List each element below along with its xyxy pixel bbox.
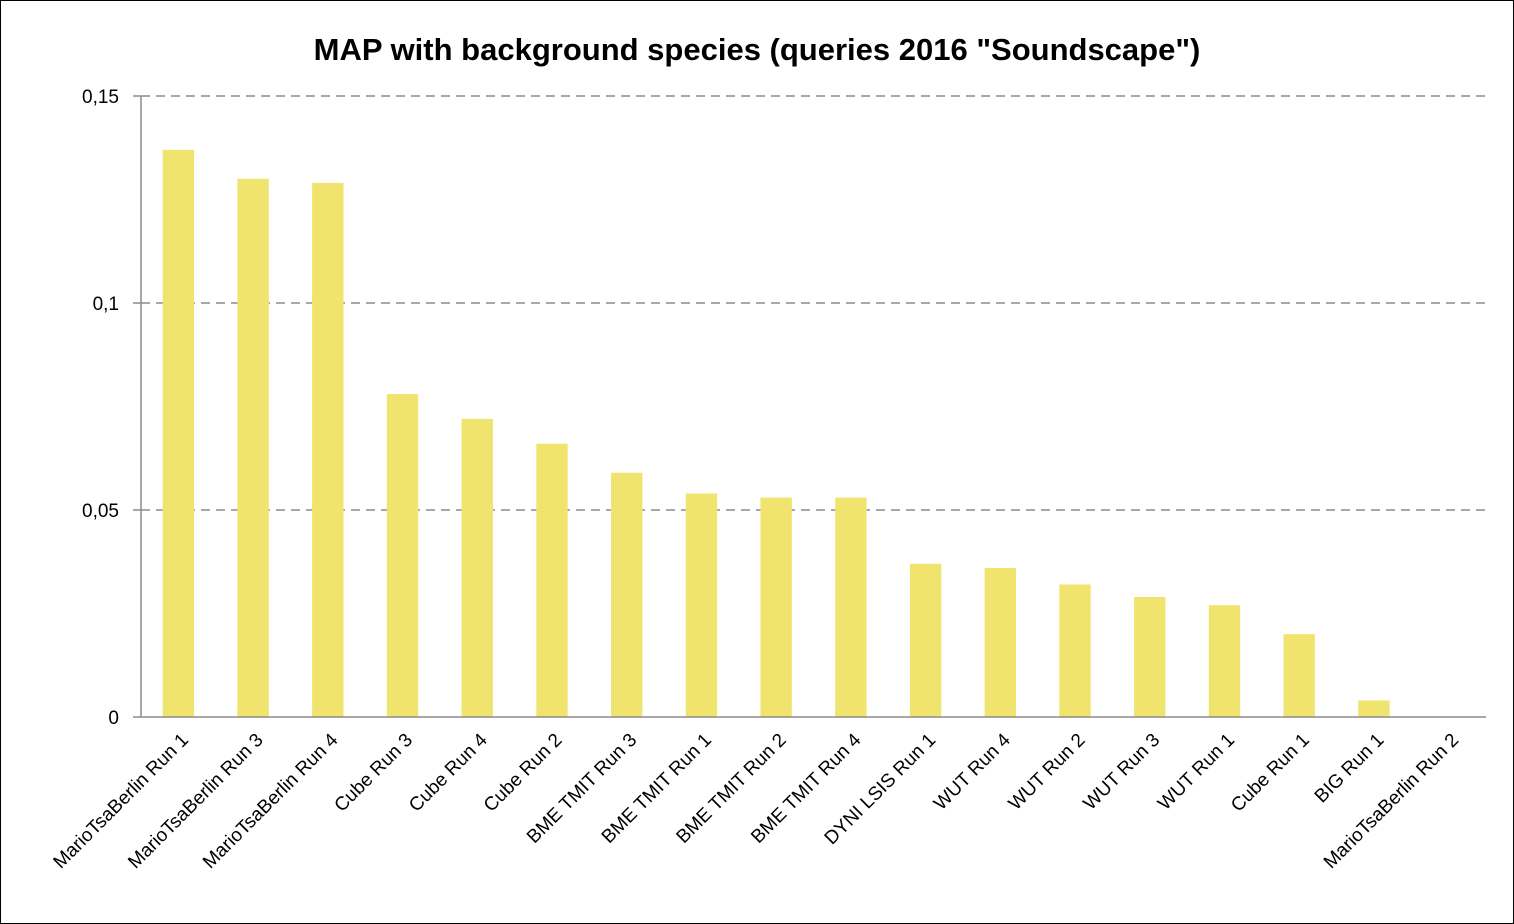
bar (1134, 596, 1166, 717)
gridlines (133, 95, 1486, 718)
x-tick-label: MarioTsaBerlin Run 1 (50, 730, 193, 873)
axes (140, 96, 1486, 718)
bar (611, 472, 643, 717)
y-axis-tick-labels: 0 0,05 0,1 0,15 (82, 87, 119, 729)
bar (760, 497, 792, 717)
bar (312, 182, 344, 717)
x-tick-label: WUT Run 3 (1079, 730, 1164, 815)
x-tick-label: Cube Run 1 (1227, 730, 1314, 817)
bar (1208, 605, 1241, 717)
bar (909, 563, 942, 717)
x-tick-label: WUT Run 4 (930, 729, 1015, 814)
bar (835, 497, 867, 717)
bar (536, 443, 568, 717)
bar (461, 418, 493, 717)
bar (685, 493, 718, 717)
x-tick-label: MarioTsaBerlin Run 2 (1320, 730, 1463, 873)
x-tick-label: Cube Run 3 (331, 730, 418, 817)
bar (237, 178, 269, 718)
bar (162, 149, 195, 717)
x-tick-label: BIG Run 1 (1311, 730, 1389, 808)
bar (984, 567, 1016, 717)
y-tick-label: 0,15 (82, 87, 119, 108)
x-tick-label: MarioTsaBerlin Run 3 (124, 730, 267, 873)
bar (1059, 584, 1091, 717)
bar (386, 394, 419, 717)
bar (1358, 700, 1390, 717)
bars (162, 149, 1390, 718)
x-tick-label: WUT Run 2 (1005, 730, 1090, 815)
chart-title: MAP with background species (queries 201… (314, 32, 1201, 67)
x-tick-label: MarioTsaBerlin Run 4 (199, 729, 343, 873)
bar (1283, 634, 1315, 717)
y-tick-label: 0 (108, 708, 119, 729)
x-tick-label: Cube Run 4 (405, 729, 492, 816)
y-tick-label: 0,1 (93, 294, 119, 315)
y-tick-label: 0,05 (82, 501, 119, 522)
